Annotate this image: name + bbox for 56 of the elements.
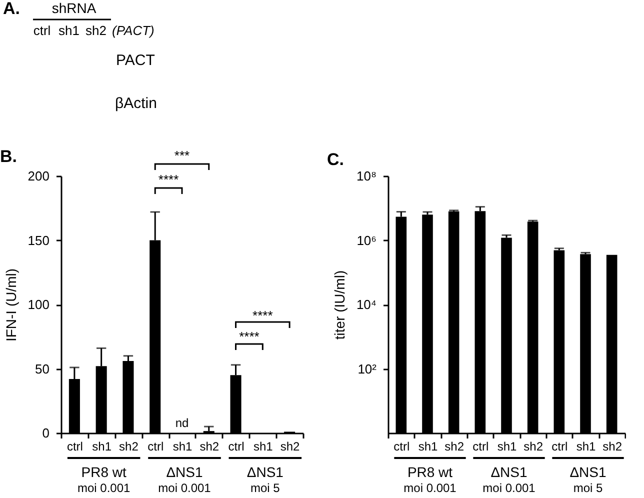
chart-title: B. [0,147,17,166]
y-axis-title: titer (IU/ml) [331,270,348,340]
x-tick-label: sh2 [524,440,544,454]
x-tick-label: sh1 [172,440,192,454]
x-tick-label: sh2 [444,440,464,454]
annotation: **** [239,329,260,344]
y-tick-label: 0 [42,426,50,440]
annotation: **** [158,172,179,187]
x-tick-label: sh2 [200,440,220,454]
y-tick-label: 10⁶ [356,232,376,248]
text: ΔNS1 [490,464,528,480]
text: βActin [115,95,157,112]
text: sh2 [86,23,106,38]
text: A. [3,0,20,18]
x-tick-label: ctrl [148,440,164,454]
x-tick-label: sh2 [602,440,622,454]
text: moi 0.001 [482,481,536,495]
x-tick-label: sh1 [497,440,517,454]
text: PR8 wt [81,464,127,480]
text: *** [174,148,190,163]
chart-title: C. [327,150,344,169]
x-tick-label: sh1 [253,440,274,454]
text: moi 0.001 [404,481,457,495]
x-tick-label: sh1 [418,440,438,454]
x-tick-label: ctrl [228,440,244,454]
y-tick-label: 10⁸ [356,168,376,184]
x-tick-label: sh2 [280,440,300,454]
x-tick-label: sh1 [576,440,596,454]
text: moi 0.001 [77,481,131,495]
text: shRNA [52,0,97,16]
y-tick-label: 150 [28,232,50,248]
y-tick-label: 50 [35,361,50,376]
text: ΔNS1 [570,464,607,480]
text: (PACT) [112,23,154,38]
text: moi 5 [250,481,280,495]
annotation: **** [252,308,273,323]
text: PR8 wt [407,464,453,480]
y-tick-label: 200 [28,168,50,184]
text: ΔNS1 [246,464,284,480]
y-tick-label: 100 [28,297,50,312]
text: PACT [116,52,155,69]
text: moi 0.001 [158,481,212,495]
x-tick-label: ctrl [472,440,489,454]
text: ctrl [33,23,51,38]
x-tick-label: ctrl [66,440,83,454]
text: sh1 [58,23,80,38]
x-tick-label: sh2 [119,440,139,454]
text: ΔNS1 [166,464,204,480]
x-tick-label: ctrl [552,440,568,454]
x-tick-label: sh1 [92,440,112,454]
text: nd [175,416,189,430]
text: moi 5 [573,481,603,495]
y-axis-title: IFN-I (U/ml) [2,268,19,342]
y-tick-label: 10² [358,361,378,376]
y-tick-label: 10⁴ [356,297,376,312]
x-tick-label: ctrl [394,440,410,454]
